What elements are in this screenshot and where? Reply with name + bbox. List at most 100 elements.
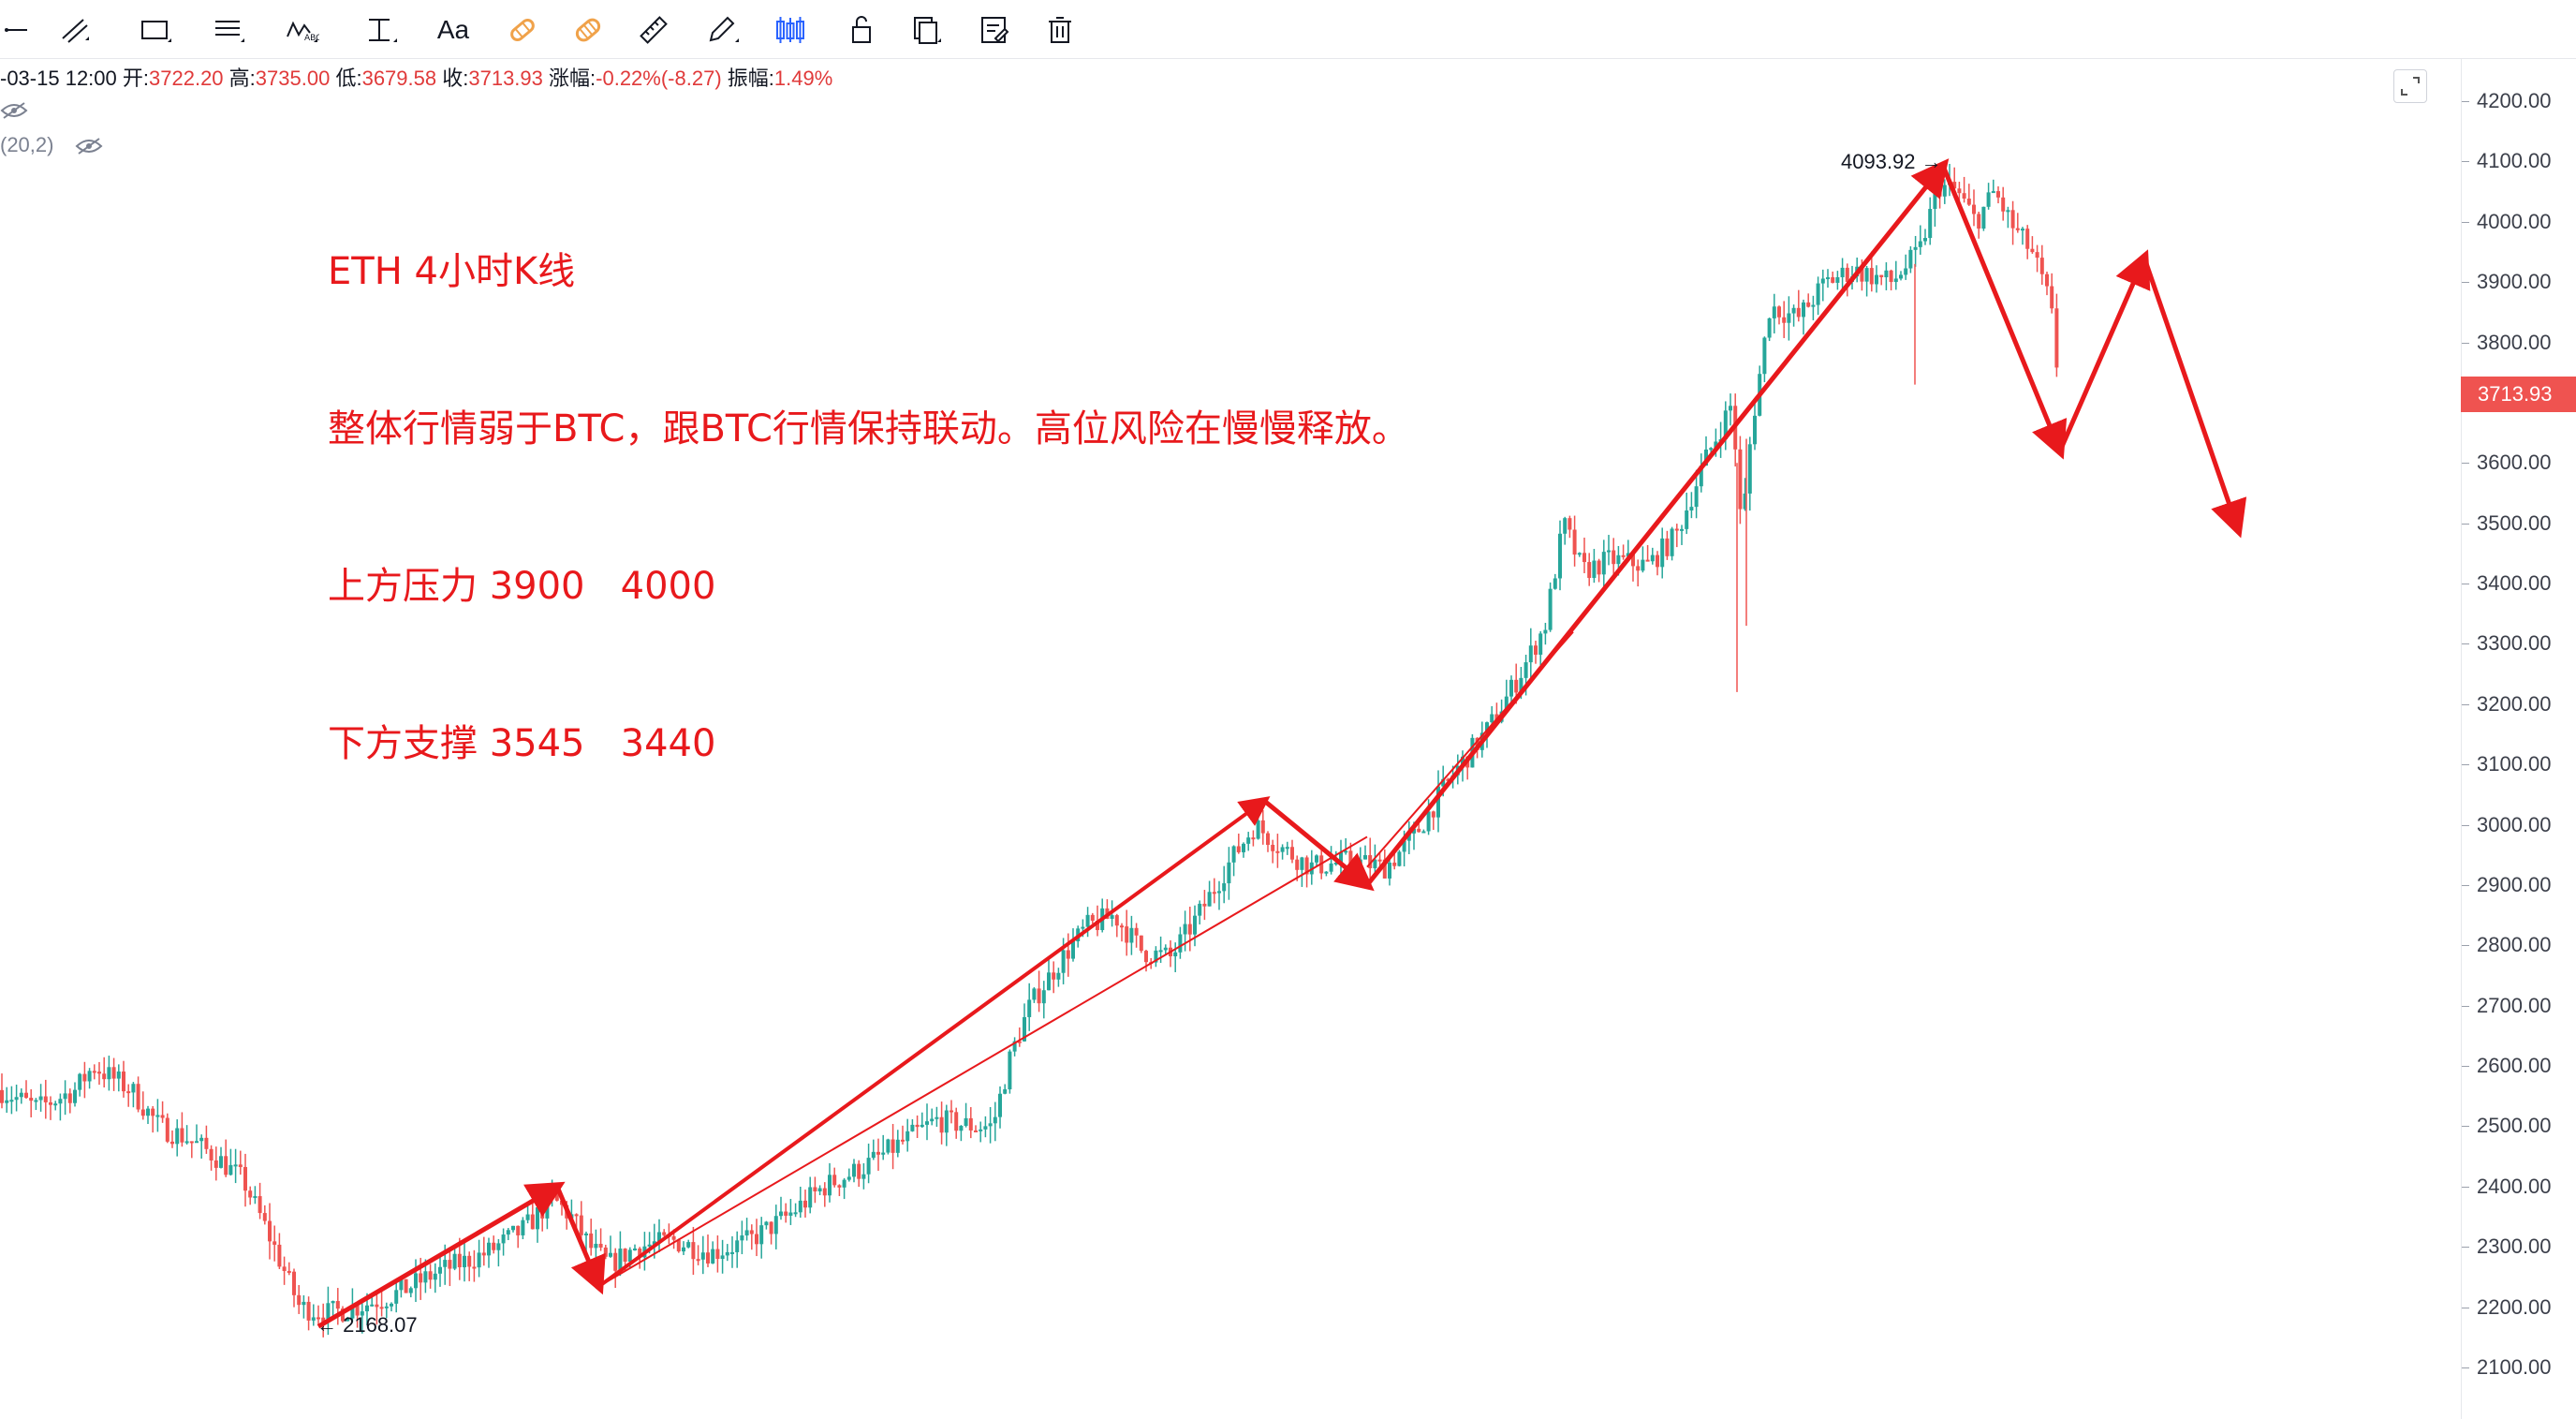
candle-body <box>784 1211 788 1216</box>
text-icon[interactable]: Aa <box>433 9 474 51</box>
candle-body <box>2039 258 2044 274</box>
candle-body <box>866 1158 871 1175</box>
candle-body <box>536 1206 539 1230</box>
candle-body <box>1612 550 1616 565</box>
analysis-annotation[interactable]: ETH 4小时K线 整体行情弱于BTC，跟BTC行情保持联动。高位风险在慢慢释放… <box>328 140 1409 822</box>
candle-body <box>1129 927 1134 943</box>
candle-body <box>463 1255 466 1268</box>
candle-body <box>1747 444 1752 494</box>
horizontal-ray-icon[interactable] <box>0 9 41 51</box>
candle-body <box>1256 820 1260 839</box>
candle-body <box>773 1216 778 1234</box>
candle-body <box>253 1196 258 1199</box>
candle-body <box>540 1206 545 1219</box>
price-tick-label: 2700.00 <box>2477 993 2552 1017</box>
candle-body <box>155 1115 160 1117</box>
high-value: 3735.00 <box>255 67 331 90</box>
close-label: 收: <box>442 67 469 90</box>
candle-body <box>1125 926 1129 943</box>
price-tick-label: 2900.00 <box>2477 872 2552 896</box>
candle-body <box>1889 270 1893 283</box>
candle-body <box>204 1137 209 1149</box>
candle-body <box>993 1116 997 1124</box>
eye-hidden-icon[interactable] <box>75 137 103 155</box>
candle-body <box>335 1301 340 1309</box>
candle-body <box>974 1130 978 1132</box>
candle-body <box>224 1156 228 1175</box>
candle-body <box>1966 199 1971 205</box>
magnet-icon[interactable] <box>502 9 543 51</box>
candle-body <box>272 1241 277 1245</box>
candle-body <box>949 1110 953 1113</box>
price-tick-mark <box>2462 221 2469 223</box>
candle-body <box>1446 778 1450 781</box>
candle-body <box>1485 722 1489 733</box>
candle-body <box>1835 276 1840 283</box>
fib-lines-icon[interactable] <box>208 9 249 51</box>
price-range-icon[interactable] <box>361 9 402 51</box>
candle-body <box>1699 466 1703 487</box>
candle-body <box>1962 193 1966 200</box>
candle-body <box>428 1271 433 1280</box>
open-value: 3722.20 <box>149 67 224 90</box>
candle-body <box>1271 844 1275 851</box>
price-tick-label: 2600.00 <box>2477 1054 2552 1078</box>
annotation-line-2: 整体行情弱于BTC，跟BTC行情保持联动。高位风险在慢慢释放。 <box>328 407 1409 451</box>
candle-body <box>1879 274 1884 278</box>
candle-body <box>1266 833 1270 845</box>
pencil-icon[interactable] <box>702 9 743 51</box>
candle-body <box>116 1072 121 1079</box>
candle-body <box>1538 633 1543 655</box>
eye-hidden-icon[interactable] <box>0 101 28 120</box>
candle-body <box>2010 210 2015 229</box>
candle-body <box>1222 883 1227 892</box>
price-axis[interactable]: 4200.004100.004000.003900.003800.003700.… <box>2461 58 2576 1419</box>
candle-body <box>1187 924 1192 935</box>
candle-body <box>1260 820 1265 834</box>
rectangle-icon[interactable] <box>135 9 176 51</box>
candle-body <box>107 1067 111 1080</box>
candle-body <box>1246 837 1251 844</box>
candle-body <box>1275 850 1280 853</box>
trash-icon[interactable] <box>1039 9 1081 51</box>
candle-body <box>1178 934 1183 953</box>
candle-body <box>779 1211 783 1217</box>
fullscreen-button[interactable] <box>2393 69 2427 103</box>
candle-body <box>1158 950 1163 953</box>
candle-body <box>589 1233 594 1249</box>
candle-body <box>180 1128 184 1143</box>
copy-icon[interactable] <box>905 9 946 51</box>
candle-body <box>905 1131 910 1142</box>
candle-body <box>1972 204 1976 214</box>
candle-body <box>545 1193 550 1219</box>
candlestick-chart[interactable] <box>0 58 2461 1419</box>
magnet-strong-icon[interactable] <box>567 9 609 51</box>
candle-body <box>662 1232 667 1235</box>
candle-body <box>1820 278 1825 284</box>
parallel-channel-icon[interactable] <box>54 9 96 51</box>
candle-body <box>248 1190 253 1198</box>
edit-icon[interactable] <box>974 9 1015 51</box>
candle-body <box>443 1260 448 1267</box>
lock-icon[interactable] <box>841 9 882 51</box>
candle-body <box>1986 192 1991 207</box>
candle-body <box>360 1311 364 1316</box>
candle-body <box>1528 645 1533 663</box>
candle-body <box>1056 972 1061 980</box>
candle-body <box>1563 518 1568 534</box>
candle-body <box>2050 286 2054 309</box>
candlesticks-icon[interactable] <box>770 9 811 51</box>
candle-body <box>29 1098 34 1101</box>
change-value: -0.22%(-8.27) <box>596 67 722 90</box>
ohlc-legend: -03-15 12:00 开:3722.20 高:3735.00 低:3679.… <box>0 62 832 96</box>
candle-body <box>487 1242 491 1256</box>
candle-body <box>1023 1016 1026 1042</box>
candle-body <box>1802 302 1805 318</box>
wave-pattern-icon[interactable]: ABC <box>281 9 322 51</box>
candle-body <box>1937 190 1942 197</box>
candle-body <box>1597 560 1601 575</box>
ruler-icon[interactable] <box>633 9 674 51</box>
candle-body <box>1017 1041 1022 1043</box>
candle-body <box>1694 486 1699 508</box>
candle-body <box>1869 268 1874 285</box>
